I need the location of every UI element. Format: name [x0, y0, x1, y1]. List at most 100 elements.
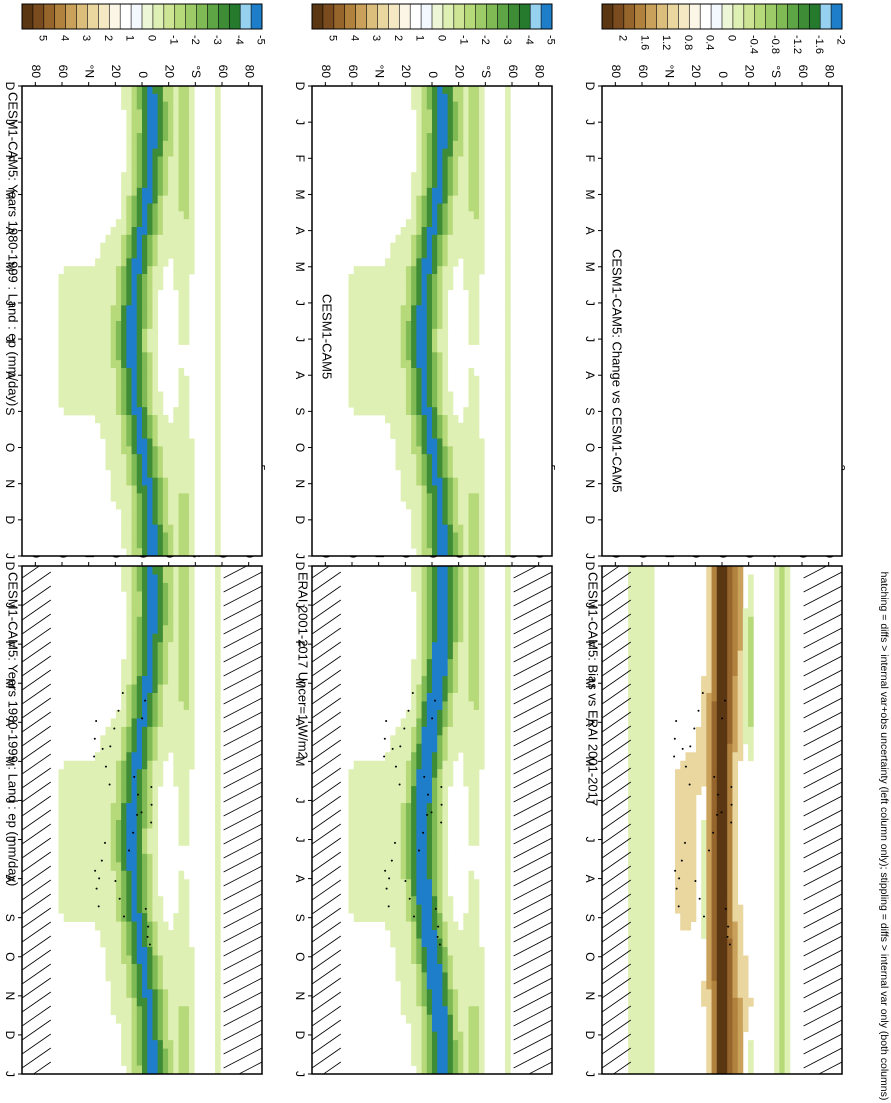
heat-cell: [395, 422, 402, 432]
heat-cell: [463, 591, 469, 601]
heat-cell: [115, 853, 122, 863]
heat-cell: [458, 582, 464, 592]
heat-cell: [468, 633, 475, 643]
heat-cell: [437, 407, 443, 416]
heat-cell: [136, 582, 143, 592]
heat-cell: [473, 164, 480, 173]
heat-cell: [442, 227, 449, 236]
heat-cell: [416, 477, 422, 486]
heat-cell: [168, 203, 174, 212]
heat-cell: [142, 360, 148, 369]
colorbar-p2-swatch: [120, 4, 132, 29]
heat-cell: [405, 870, 412, 880]
heat-cell: [369, 407, 376, 416]
heat-cell: [379, 760, 386, 770]
heat-cell: [364, 313, 370, 322]
heat-cell: [152, 109, 159, 118]
heat-cell: [405, 718, 412, 728]
heat-cell: [432, 1040, 438, 1049]
heat-cell: [121, 234, 127, 244]
y-tick-label: 0: [136, 71, 150, 78]
heat-cell: [405, 368, 412, 377]
heat-cell: [426, 777, 433, 787]
heat-cell: [426, 997, 433, 1007]
heat-cell: [358, 375, 365, 385]
heat-cell: [426, 462, 433, 471]
heat-cell: [142, 930, 148, 939]
heat-cell: [442, 1006, 449, 1016]
heat-cell: [168, 438, 174, 447]
heat-cell: [173, 516, 179, 526]
heat-cell: [162, 735, 169, 745]
heat-cell: [468, 117, 475, 126]
heat-cell: [505, 913, 511, 922]
heat-cell: [136, 133, 143, 142]
heat-cell: [115, 399, 122, 408]
heat-cell: [136, 650, 143, 660]
heat-cell: [458, 93, 464, 103]
heat-cell: [89, 803, 96, 812]
heat-cell: [400, 777, 407, 787]
heat-cell: [463, 921, 469, 931]
heat-cell: [468, 582, 475, 592]
heat-cell: [162, 625, 169, 635]
heat-cell: [379, 368, 386, 377]
heat-cell: [157, 947, 164, 956]
heat-cell: [395, 375, 402, 385]
heat-cell: [364, 344, 370, 353]
heat-cell: [468, 794, 475, 804]
heat-cell: [126, 947, 132, 956]
heat-cell: [188, 148, 195, 157]
heat-cell: [84, 820, 91, 829]
heat-cell: [442, 101, 449, 110]
heat-cell: [173, 574, 179, 584]
heat-cell: [452, 1048, 459, 1058]
heat-cell: [421, 659, 428, 668]
stipple-dot: [148, 943, 151, 946]
heat-cell: [416, 1065, 422, 1075]
heat-cell: [385, 862, 391, 872]
heat-cell: [463, 1048, 469, 1058]
heat-cell: [74, 794, 80, 804]
heat-cell: [432, 997, 438, 1007]
heat-cell: [157, 415, 164, 424]
heat-cell: [58, 870, 65, 880]
heat-cell: [400, 281, 407, 291]
heat-cell: [136, 616, 143, 626]
heat-cell: [152, 887, 159, 897]
heat-cell: [411, 195, 417, 204]
heat-cell: [432, 726, 438, 736]
heat-cell: [463, 676, 469, 685]
heat-cell: [152, 997, 159, 1007]
heat-cell: [353, 794, 360, 804]
heat-cell: [437, 383, 443, 392]
heat-cell: [385, 887, 391, 897]
heat-cell: [126, 667, 132, 677]
hatch-line: [223, 613, 262, 635]
heat-cell: [447, 972, 454, 982]
heat-cell: [379, 853, 386, 863]
heat-cell: [452, 156, 459, 165]
heat-cell: [421, 297, 428, 306]
heat-cell: [385, 752, 391, 762]
heat-cell: [162, 250, 169, 259]
heat-cell: [437, 769, 443, 779]
heat-cell: [152, 415, 159, 424]
heat-cell: [395, 955, 402, 965]
heat-cell: [400, 477, 407, 486]
heat-cell: [157, 1031, 164, 1041]
heat-cell: [136, 887, 143, 897]
heat-cell: [473, 125, 480, 134]
heat-cell: [458, 462, 464, 471]
heat-cell: [364, 786, 370, 795]
heat-cell: [442, 972, 449, 982]
heat-cell: [426, 242, 433, 251]
colorbar-p4-swatch: [344, 4, 356, 29]
colorbar-p4-swatch: [497, 4, 509, 29]
heat-cell: [183, 438, 190, 447]
heat-cell: [505, 469, 511, 479]
heat-cell: [147, 422, 153, 432]
heat-cell: [162, 693, 169, 702]
heat-cell: [628, 625, 634, 635]
heat-cell: [147, 125, 153, 134]
